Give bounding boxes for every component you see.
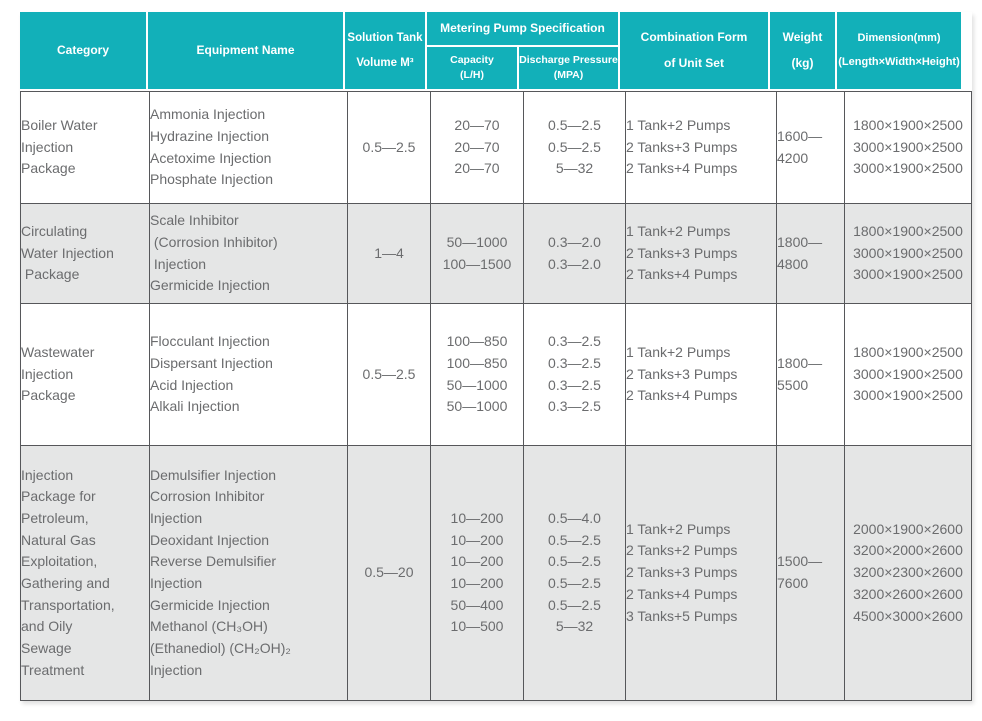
equipment-cell: Demulsifier Injection Corrosion Inhibito… xyxy=(149,445,348,701)
spec-table: Category Equipment Name Solution Tank Vo… xyxy=(20,12,972,701)
weight-cell: 1600— 4200 xyxy=(776,91,845,204)
table-body: Boiler Water Injection Package Ammonia I… xyxy=(20,91,972,701)
combination-cell: 1 Tank+2 Pumps 2 Tanks+2 Pumps 2 Tanks+3… xyxy=(625,445,777,701)
discharge-cell: 0.3—2.5 0.3—2.5 0.3—2.5 0.3—2.5 xyxy=(523,303,626,446)
table-row-wastewater: Wastewater Injection Package Flocculant … xyxy=(20,303,972,446)
category-cell: Circulating Water Injection Package xyxy=(20,203,150,304)
equipment-cell: Ammonia Injection Hydrazine Injection Ac… xyxy=(149,91,348,204)
discharge-cell: 0.5—4.0 0.5—2.5 0.5—2.5 0.5—2.5 0.5—2.5 … xyxy=(523,445,626,701)
capacity-cell: 100—850 100—850 50—1000 50—1000 xyxy=(430,303,524,446)
discharge-cell: 0.3—2.0 0.3—2.0 xyxy=(523,203,626,304)
col-header-combination-form: Combination Form of Unit Set xyxy=(620,12,768,89)
col-header-dimension: Dimension(mm) (Length×Width×Height) xyxy=(837,12,961,89)
weight-cell: 1500— 7600 xyxy=(776,445,845,701)
equipment-cell: Flocculant Injection Dispersant Injectio… xyxy=(149,303,348,446)
capacity-cell: 10—200 10—200 10—200 10—200 50—400 10—50… xyxy=(430,445,524,701)
tank-volume-cell: 0.5—2.5 xyxy=(347,303,431,446)
combination-cell: 1 Tank+2 Pumps 2 Tanks+3 Pumps 2 Tanks+4… xyxy=(625,303,777,446)
table-row-boiler-water: Boiler Water Injection Package Ammonia I… xyxy=(20,91,972,204)
tank-volume-cell: 0.5—2.5 xyxy=(347,91,431,204)
dimension-cell: 1800×1900×2500 3000×1900×2500 3000×1900×… xyxy=(844,203,972,304)
col-header-solution-tank: Solution Tank Volume M³ xyxy=(345,12,425,89)
col-header-category: Category xyxy=(20,12,146,89)
weight-cell: 1800— 4800 xyxy=(776,203,845,304)
table-row-petroleum-injection: Injection Package for Petroleum, Natural… xyxy=(20,445,972,701)
discharge-cell: 0.5—2.5 0.5—2.5 5—32 xyxy=(523,91,626,204)
category-cell: Wastewater Injection Package xyxy=(20,303,150,446)
dimension-cell: 1800×1900×2500 3000×1900×2500 3000×1900×… xyxy=(844,91,972,204)
capacity-cell: 20—70 20—70 20—70 xyxy=(430,91,524,204)
category-cell: Boiler Water Injection Package xyxy=(20,91,150,204)
table-header: Category Equipment Name Solution Tank Vo… xyxy=(20,12,961,89)
col-header-weight: Weight (kg) xyxy=(770,12,835,89)
tank-volume-cell: 0.5—20 xyxy=(347,445,431,701)
col-header-metering-pump-spec: Metering Pump Specification xyxy=(427,12,618,45)
combination-cell: 1 Tank+2 Pumps 2 Tanks+3 Pumps 2 Tanks+4… xyxy=(625,203,777,304)
col-header-capacity: Capacity (L/H) xyxy=(427,47,517,89)
capacity-cell: 50—1000 100—1500 xyxy=(430,203,524,304)
equipment-cell: Scale Inhibitor (Corrosion Inhibitor) In… xyxy=(149,203,348,304)
tank-volume-cell: 1—4 xyxy=(347,203,431,304)
dimension-cell: 1800×1900×2500 3000×1900×2500 3000×1900×… xyxy=(844,303,972,446)
weight-cell: 1800— 5500 xyxy=(776,303,845,446)
col-header-discharge-pressure: Discharge Pressure (MPA) xyxy=(519,47,618,89)
category-cell: Injection Package for Petroleum, Natural… xyxy=(20,445,150,701)
col-header-equipment-name: Equipment Name xyxy=(148,12,343,89)
combination-cell: 1 Tank+2 Pumps 2 Tanks+3 Pumps 2 Tanks+4… xyxy=(625,91,777,204)
table-row-circulating-water: Circulating Water Injection Package Scal… xyxy=(20,203,972,304)
dimension-cell: 2000×1900×2600 3200×2000×2600 3200×2300×… xyxy=(844,445,972,701)
